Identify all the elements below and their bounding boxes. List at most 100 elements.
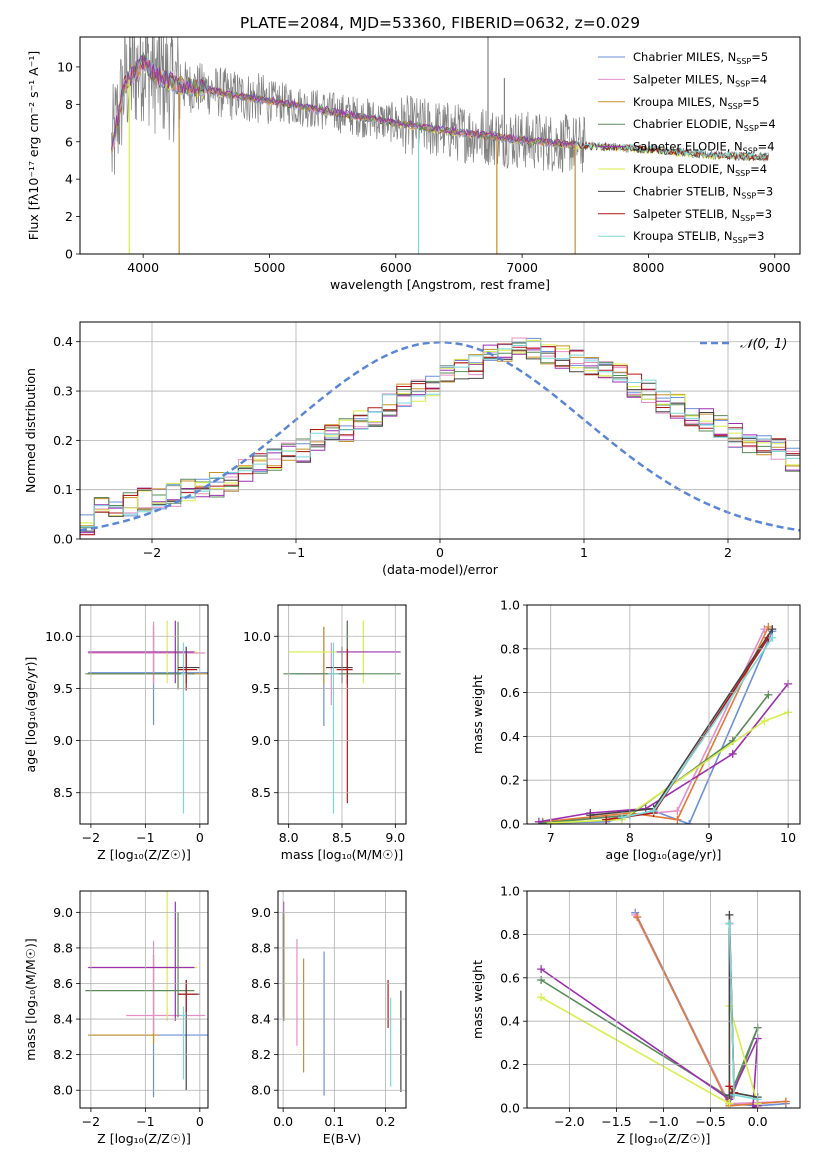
legend-nssp: 4 [760, 162, 767, 176]
x-axis-label: E(B-V) [323, 1131, 362, 1146]
x-tick-label: −0.5 [695, 1114, 725, 1129]
y-tick-label: 8.5 [53, 785, 73, 800]
y-tick-label: 0.8 [500, 927, 520, 942]
weight-marker [685, 820, 694, 824]
errorbar-point [178, 979, 198, 1012]
plot-area-residuals [80, 337, 800, 536]
y-axis-label: mass weight [470, 675, 485, 754]
errorbar-point [180, 642, 187, 814]
weight-line [605, 637, 769, 821]
y-axis-label: Normed distribution [23, 368, 38, 493]
y-tick-label: 6 [65, 134, 73, 149]
legend-model: Salpeter STELIB [633, 207, 724, 221]
weight-series [538, 627, 777, 824]
plot-area-weight-vs-Z [537, 908, 790, 1108]
errorbar-point [88, 621, 206, 685]
legend-sub: SSP [733, 236, 748, 245]
legend-eq: = [743, 95, 753, 109]
x-tick-label: 8000 [633, 260, 665, 275]
legend-model: Chabrier MILES [633, 50, 720, 64]
legend-sub: SSP [741, 191, 756, 200]
errorbar-point [88, 901, 195, 1021]
weight-marker [537, 965, 546, 974]
legend-n: , N [724, 207, 740, 221]
legend-n: , N [720, 50, 736, 64]
plot-area-weight-vs-age [534, 622, 793, 824]
x-tick-label: −1.5 [601, 1114, 631, 1129]
weight-marker [633, 913, 642, 922]
weight-line [540, 996, 759, 1106]
y-axis-label: mass weight [470, 960, 485, 1039]
y-tick-label: 8.2 [251, 1047, 271, 1062]
y-tick-label: 1.0 [500, 598, 520, 613]
legend-n: , N [728, 117, 744, 131]
x-tick-label: 0.0 [748, 1114, 768, 1129]
x-axis-label: Z [log₁₀(Z/Z☉)] [617, 1131, 711, 1146]
x-tick-label: 0.0 [273, 1114, 293, 1129]
legend-nssp: 3 [757, 229, 764, 243]
x-tick-label: −1 [287, 545, 305, 560]
y-tick-label: 9.5 [251, 681, 271, 696]
legend-label: Kroupa ELODIE, NSSP=4 [633, 162, 767, 178]
y-tick-label: 0 [65, 247, 73, 262]
weight-line [590, 628, 773, 816]
y-tick-label: 0.0 [500, 817, 520, 832]
legend-eq: = [758, 140, 768, 154]
y-tick-label: 0.0 [500, 1101, 520, 1116]
weight-series [537, 975, 762, 1108]
weight-series [534, 679, 793, 824]
x-tick-label: 9000 [759, 260, 791, 275]
x-tick-label: 2 [724, 545, 732, 560]
legend-eq: = [755, 207, 765, 221]
x-tick-label: 5000 [254, 260, 286, 275]
weight-marker [768, 625, 777, 634]
y-tick-label: 10.0 [243, 629, 271, 644]
legend-model: Kroupa STELIB [633, 229, 717, 243]
x-tick-label: 0 [196, 1114, 204, 1129]
x-tick-label: 1 [580, 545, 588, 560]
y-tick-label: 0.4 [53, 334, 73, 349]
y-tick-label: 8 [65, 97, 73, 112]
plot-area-age-vs-mass [283, 620, 401, 814]
weight-series [633, 913, 790, 1108]
y-tick-label: 8.0 [251, 1083, 271, 1098]
y-tick-label: 0.8 [500, 641, 520, 656]
y-tick-label: 8.6 [251, 976, 271, 991]
axes-frame [277, 604, 407, 825]
plot-area-spectrum [111, 37, 769, 254]
panel-weight-vs-age: 7 8 9 10 0.0 0.2 0.4 0.6 0.8 1.0 age [log₁₀(age/yr… [470, 598, 801, 862]
y-tick-label: 10 [57, 59, 73, 74]
model-line [111, 51, 576, 150]
legend-label: Chabrier STELIB, NSSP=3 [633, 184, 773, 200]
legend-label-normal: 𝒩(0, 1) [740, 337, 787, 352]
y-tick-label: 0.2 [500, 773, 520, 788]
legend-nssp: 4 [768, 117, 775, 131]
y-tick-label: 0.3 [53, 384, 73, 399]
x-axis-label: age [log₁₀(age/yr)] [606, 847, 722, 862]
panel-age-vs-mass: 8.0 8.5 9.0 8.5 9.0 9.5 10.0 mass [log₁₀(M/M☉)] [243, 604, 407, 862]
legend-n: , N [719, 72, 735, 86]
legend-nssp: 3 [765, 207, 772, 221]
legend-n: , N [717, 229, 733, 243]
legend-model: Salpeter ELODIE [633, 140, 727, 154]
weight-series [538, 622, 773, 824]
weight-line [540, 968, 759, 1108]
errorbar-point [88, 626, 208, 685]
y-tick-label: 9.5 [53, 681, 73, 696]
legend-model: Chabrier ELODIE [633, 117, 728, 131]
histogram-step [80, 342, 800, 529]
legend-label: Kroupa STELIB, NSSP=3 [633, 229, 765, 245]
weight-marker [764, 690, 773, 699]
x-axis-label: Z [log₁₀(Z/Z☉)] [97, 847, 191, 862]
legend-label: Kroupa MILES, NSSP=5 [633, 95, 760, 111]
x-tick-label: 8 [626, 830, 634, 845]
x-tick-label: 0.1 [324, 1114, 344, 1129]
legend-eq: = [756, 184, 766, 198]
panel-spectrum: 4000 5000 6000 7000 8000 9000 0 2 4 6 8 10 wavelengt… [26, 36, 801, 292]
model-line [111, 54, 576, 149]
panel-residuals: −2 −1 0 1 2 0.0 0.1 0.2 0.3 0.4 (data-model)/error… [23, 321, 801, 577]
legend-eq: = [751, 50, 761, 64]
histogram-step [80, 337, 800, 535]
errorbar-point [88, 955, 159, 1044]
x-tick-label: −2 [82, 1114, 100, 1129]
